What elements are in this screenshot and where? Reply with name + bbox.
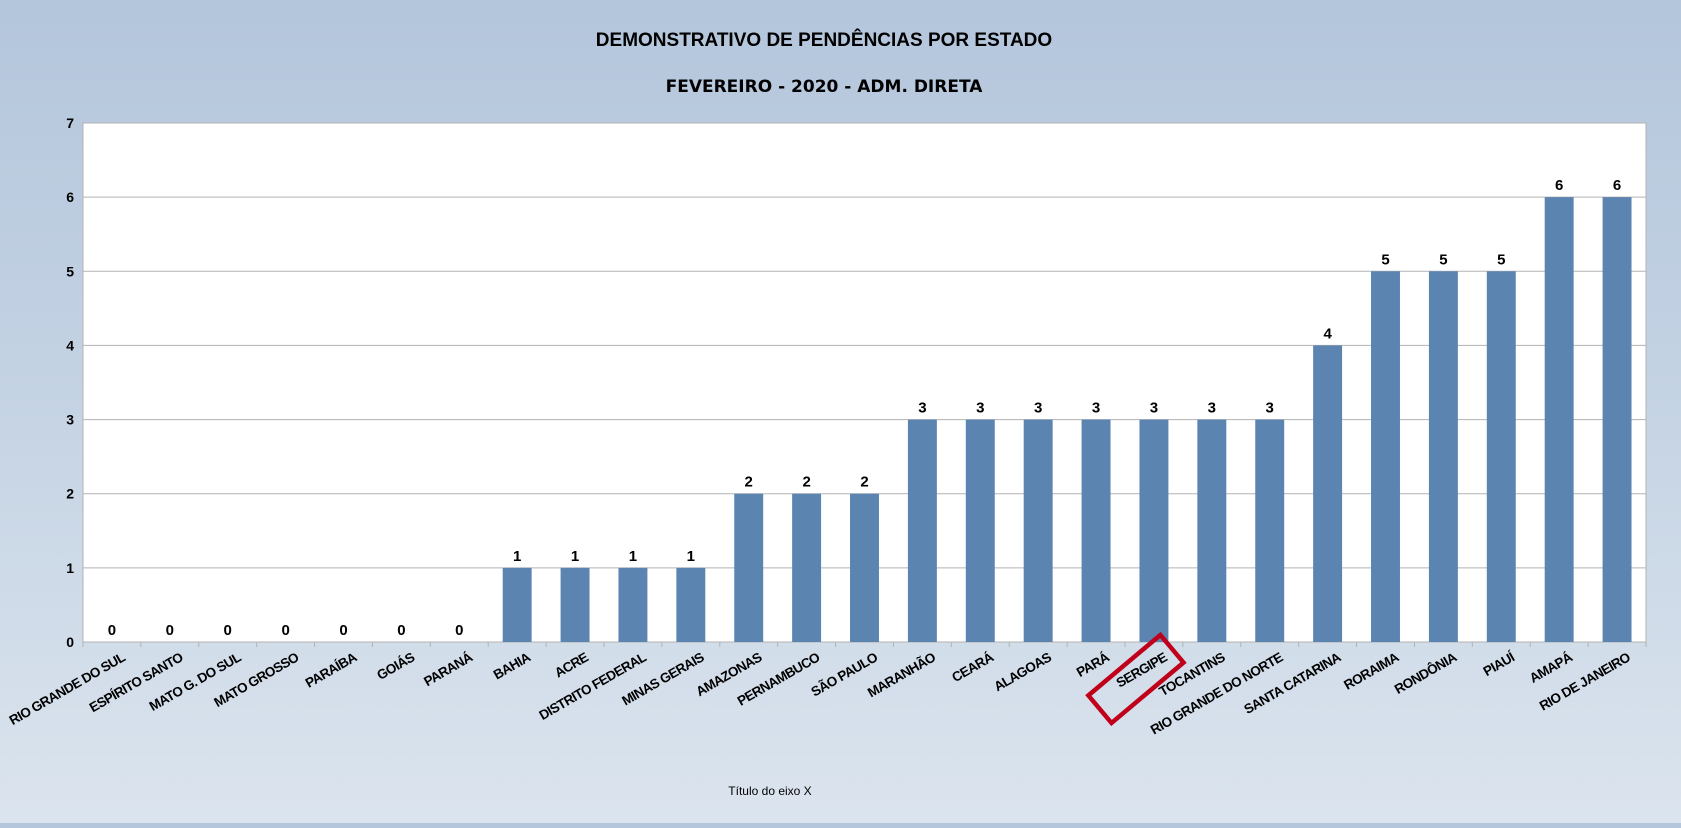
y-tick-label: 6 [66, 189, 74, 205]
bar [734, 493, 764, 642]
chart-subtitle: FEVEREIRO - 2020 - ADM. DIRETA [666, 77, 984, 97]
data-label: 0 [397, 622, 405, 639]
data-labels: 0 0 0 0 0 0 0 1 1 1 1 2 2 2 3 3 3 3 3 3 3 4 5 5 5 6 6 [108, 177, 1621, 639]
data-label: 6 [1555, 177, 1563, 194]
bar [1371, 271, 1400, 642]
data-label: 3 [918, 400, 926, 417]
data-label: 0 [108, 622, 116, 639]
y-tick-label: 4 [66, 337, 74, 353]
data-label: 5 [1439, 251, 1447, 268]
data-label: 0 [166, 622, 174, 639]
y-tick-label: 0 [66, 634, 74, 650]
bar [676, 567, 706, 642]
data-label: 5 [1381, 251, 1389, 268]
data-label: 5 [1497, 251, 1505, 268]
data-label: 3 [1034, 400, 1042, 417]
data-label: 1 [687, 548, 695, 565]
bar [1602, 197, 1632, 642]
bar [907, 419, 937, 642]
data-label: 1 [629, 548, 637, 565]
bar [1081, 419, 1111, 642]
data-label: 0 [224, 622, 232, 639]
x-tick-label: PIAUÍ [1481, 649, 1519, 679]
x-tick-label: PARANÁ [421, 649, 475, 689]
bar [502, 567, 532, 642]
bar [560, 567, 590, 642]
bar [792, 493, 822, 642]
data-label: 3 [1092, 400, 1100, 417]
data-label: 2 [860, 474, 868, 491]
x-tick-label: PARÁ [1074, 649, 1112, 680]
data-label: 4 [1323, 325, 1332, 342]
data-label: 1 [513, 548, 521, 565]
y-tick-label: 2 [66, 486, 74, 502]
bar [850, 493, 879, 642]
data-label: 3 [976, 400, 984, 417]
bar [1428, 271, 1458, 642]
bar [1313, 345, 1343, 642]
x-tick-label: CEARÁ [949, 649, 996, 685]
y-tick-label: 1 [66, 560, 74, 576]
bar [1544, 197, 1574, 642]
x-tick-label: DISTRITO FEDERAL [536, 649, 648, 722]
x-tick-label: RONDÔNIA [1392, 649, 1460, 697]
bar [1197, 419, 1227, 642]
data-label: 3 [1266, 400, 1274, 417]
y-axis: 0 1 2 3 4 5 6 7 [66, 115, 74, 650]
highlight-annotation [1085, 631, 1187, 727]
x-tick-label: GOIÁS [374, 649, 417, 683]
bar [1255, 419, 1285, 642]
y-tick-label: 7 [66, 115, 74, 131]
data-label: 3 [1150, 400, 1158, 417]
bar [965, 419, 995, 642]
bar [618, 567, 648, 642]
bar [1139, 419, 1169, 642]
x-tick-label: ALAGOAS [991, 649, 1054, 694]
data-label: 0 [281, 622, 289, 639]
data-label: 3 [1208, 400, 1216, 417]
data-label: 1 [571, 548, 579, 565]
y-tick-label: 5 [66, 263, 74, 279]
data-label: 6 [1613, 177, 1621, 194]
data-label: 2 [745, 474, 753, 491]
x-tick-label: BAHIA [491, 649, 534, 682]
x-tick-label: PARAÍBA [303, 649, 360, 691]
y-tick-label: 3 [66, 412, 74, 428]
bar [1023, 419, 1053, 642]
x-tick-label: AMAPÁ [1527, 649, 1576, 686]
bars [502, 197, 1632, 642]
data-label: 0 [455, 622, 463, 639]
x-tick-label: SANTA CATARINA [1241, 649, 1343, 717]
data-label: 0 [339, 622, 347, 639]
x-axis-title: Título do eixo X [728, 784, 811, 798]
data-label: 2 [802, 474, 810, 491]
x-tick-label: ACRE [552, 649, 591, 680]
highlight-box [1085, 631, 1187, 727]
bar [1486, 271, 1516, 642]
chart-title: DEMONSTRATIVO DE PENDÊNCIAS POR ESTADO [596, 29, 1052, 51]
